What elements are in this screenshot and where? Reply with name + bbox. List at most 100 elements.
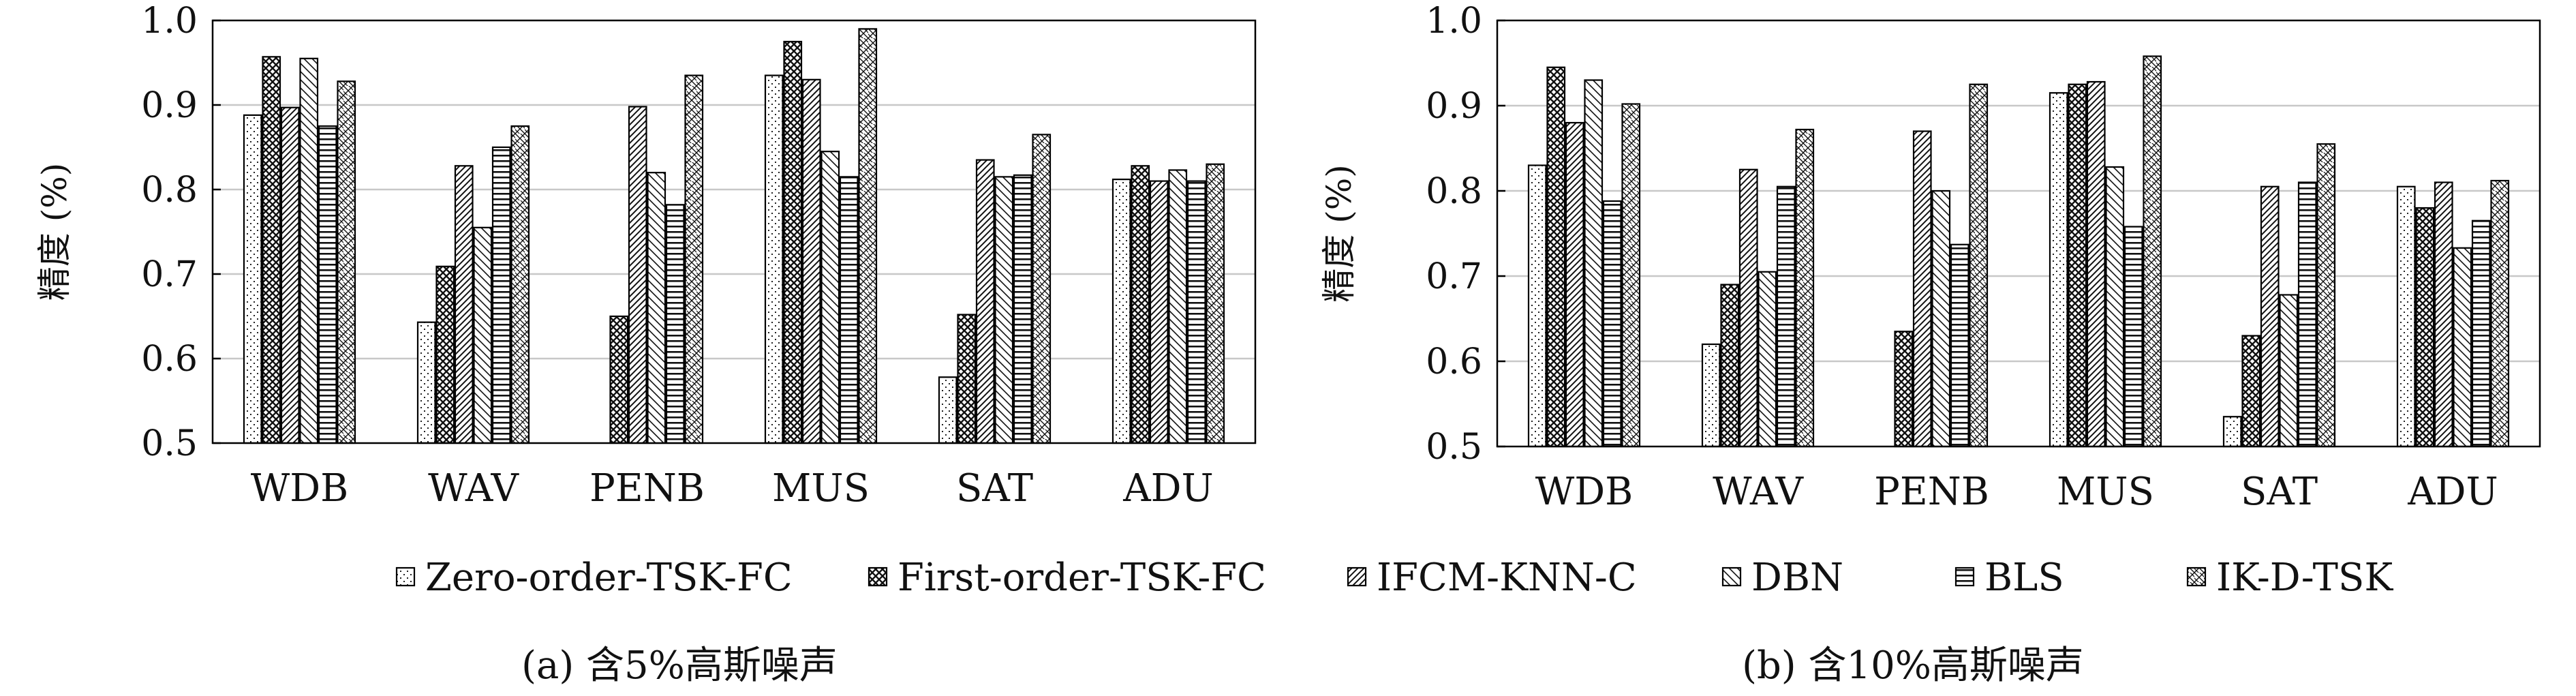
bar-group [764, 28, 878, 444]
plot-frame [211, 19, 1257, 444]
category-label: ADU [1122, 466, 1214, 511]
y-axis-label: 精度 (%) [1319, 164, 1359, 302]
y-tick-label: 0.5 [1426, 427, 1482, 468]
bar [337, 80, 356, 444]
bar [1131, 165, 1150, 444]
category-label: WDB [1535, 470, 1634, 514]
bar [299, 57, 319, 444]
bar [2396, 185, 2416, 448]
bar [1149, 180, 1169, 444]
plot-frame [1496, 19, 2541, 448]
category-label: WDB [251, 466, 349, 511]
bar [510, 125, 530, 444]
bar [801, 78, 821, 444]
bar [647, 172, 666, 444]
bar [1565, 121, 1584, 448]
bar [938, 376, 957, 444]
chart-panel-a: 0.5 0.6 0.7 0.8 0.9 1.0 精度 (%) WDB WAV PENB MUS SAT… [35, 1, 1257, 511]
bar [1776, 185, 1796, 448]
bar [1168, 169, 1188, 444]
legend-swatch [868, 566, 888, 587]
bar [858, 28, 878, 444]
bar [1912, 130, 1932, 448]
bar [1795, 128, 1815, 448]
y-tick-label: 0.6 [1426, 342, 1482, 382]
bar [1111, 179, 1131, 444]
caption-a: (a) 含5%高斯噪声 [521, 644, 838, 688]
bar [2143, 55, 2162, 448]
bar [280, 106, 300, 444]
bar [473, 226, 493, 444]
bar [318, 125, 337, 444]
legend-label: BLS [1984, 556, 2064, 600]
legend-swatch [2186, 566, 2207, 587]
bar [2490, 179, 2510, 448]
y-tick-label: 0.6 [141, 339, 198, 380]
bar-group [2396, 179, 2510, 448]
bar [1032, 134, 1052, 444]
bar [665, 204, 685, 444]
bar [764, 74, 784, 444]
legend-swatch [1954, 566, 1975, 587]
chart-panel-b: 0.5 0.6 0.7 0.8 0.9 1.0 精度 (%) WDB WAV PENB MUS SAT… [1319, 1, 2541, 514]
y-tick-label: 1.0 [1426, 1, 1482, 42]
category-label: WAV [1713, 470, 1804, 514]
bar [2316, 143, 2336, 448]
bar-group [1527, 66, 1641, 448]
legend-item: First-order-TSK-FC [868, 556, 1266, 600]
bar [435, 265, 455, 444]
bar [684, 74, 704, 444]
legend-item: IK-D-TSK [2186, 556, 2393, 600]
bar [2123, 226, 2143, 448]
bar [609, 315, 629, 444]
y-tick-label: 0.7 [1426, 256, 1482, 297]
category-label: WAV [428, 466, 519, 511]
legend-swatch [1347, 566, 1367, 587]
y-tick-label: 1.0 [141, 1, 198, 42]
bar [1720, 284, 1740, 448]
bar [783, 40, 803, 444]
bar [975, 159, 995, 444]
bar [2279, 294, 2299, 448]
category-label: PENB [1874, 470, 1989, 514]
category-label: MUS [772, 466, 870, 511]
bar [839, 176, 859, 444]
bar [1527, 164, 1547, 448]
legend-item: Zero-order-TSK-FC [395, 556, 793, 600]
legend-label: IK-D-TSK [2216, 556, 2393, 600]
bar [2105, 166, 2125, 448]
bar-group [2222, 143, 2336, 448]
bar [1013, 174, 1032, 444]
bar [1758, 271, 1777, 448]
bar [1186, 180, 1206, 444]
legend-swatch [1721, 566, 1742, 587]
bar [1546, 66, 1566, 448]
category-label: ADU [2407, 470, 2498, 514]
category-label: MUS [2057, 470, 2154, 514]
bar [2434, 181, 2453, 448]
bar-group [1894, 83, 1989, 448]
legend: Zero-order-TSK-FC First-order-TSK-FC IFCM-… [395, 556, 2393, 600]
bar-group [243, 56, 356, 444]
bar [1738, 168, 1758, 448]
y-tick-label: 0.7 [141, 254, 198, 295]
bar-group [938, 134, 1052, 444]
bar [2222, 416, 2242, 448]
bar [1894, 331, 1914, 448]
bar-group [416, 125, 530, 444]
bar [2049, 92, 2068, 448]
bar [2471, 220, 2491, 448]
bar [957, 314, 977, 444]
bar-group [1701, 128, 1815, 448]
bar [491, 146, 511, 444]
bar [454, 165, 474, 444]
bar [2297, 181, 2317, 448]
y-axis-label: 精度 (%) [35, 163, 74, 301]
bar [416, 321, 436, 444]
y-tick-label: 0.9 [141, 85, 198, 126]
legend-label: Zero-order-TSK-FC [425, 556, 793, 600]
category-label: PENB [589, 466, 705, 511]
bar [1206, 163, 1225, 444]
